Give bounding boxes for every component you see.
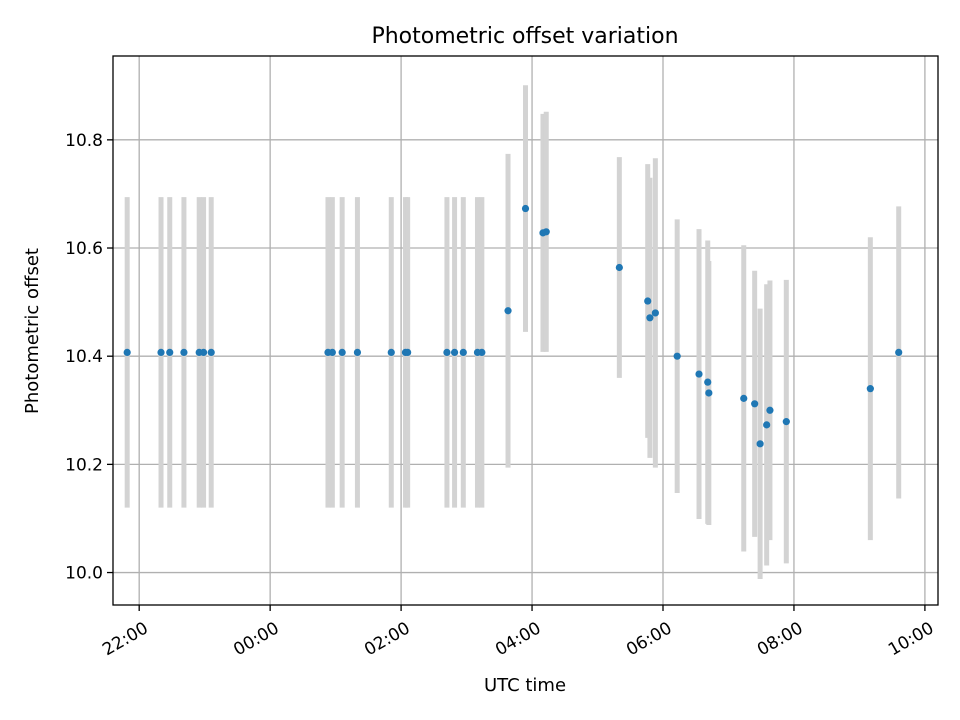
data-point bbox=[404, 348, 412, 357]
data-point bbox=[478, 348, 486, 357]
data-point bbox=[644, 297, 652, 305]
data-point bbox=[756, 440, 764, 448]
data-point bbox=[615, 263, 623, 272]
data-point bbox=[443, 348, 451, 357]
data-point bbox=[504, 307, 512, 315]
data-point bbox=[387, 348, 395, 357]
data-points bbox=[123, 204, 903, 448]
data-point bbox=[459, 348, 467, 357]
data-point bbox=[866, 385, 874, 393]
data-point bbox=[338, 348, 346, 357]
y-tick-label: 10.4 bbox=[65, 347, 103, 367]
data-point bbox=[766, 406, 774, 414]
data-point bbox=[450, 348, 459, 357]
data-point bbox=[646, 314, 654, 322]
data-point bbox=[705, 389, 713, 397]
data-point bbox=[180, 348, 188, 357]
data-point bbox=[695, 370, 703, 378]
x-axis-label: UTC time bbox=[484, 675, 566, 696]
data-point bbox=[166, 348, 174, 357]
data-point bbox=[704, 378, 712, 386]
data-point bbox=[123, 348, 131, 357]
y-tick-label: 10.0 bbox=[65, 564, 103, 584]
data-point bbox=[199, 348, 208, 357]
data-point bbox=[353, 348, 362, 357]
data-point bbox=[895, 348, 903, 357]
data-point bbox=[328, 348, 336, 357]
y-axis-label: Photometric offset bbox=[22, 248, 43, 414]
data-point bbox=[782, 418, 790, 426]
plot-frame bbox=[112, 55, 939, 606]
data-point bbox=[157, 348, 165, 357]
chart-title: Photometric offset variation bbox=[371, 24, 678, 49]
data-point bbox=[763, 421, 771, 429]
data-point bbox=[521, 204, 530, 213]
data-point bbox=[542, 228, 550, 236]
y-tick-label: 10.8 bbox=[65, 131, 103, 151]
data-point bbox=[207, 348, 215, 357]
data-point bbox=[673, 352, 681, 360]
y-tick-label: 10.2 bbox=[65, 455, 103, 475]
data-point bbox=[751, 400, 759, 408]
data-point bbox=[740, 394, 748, 402]
data-point bbox=[651, 309, 659, 317]
y-tick-label: 10.6 bbox=[65, 239, 103, 259]
